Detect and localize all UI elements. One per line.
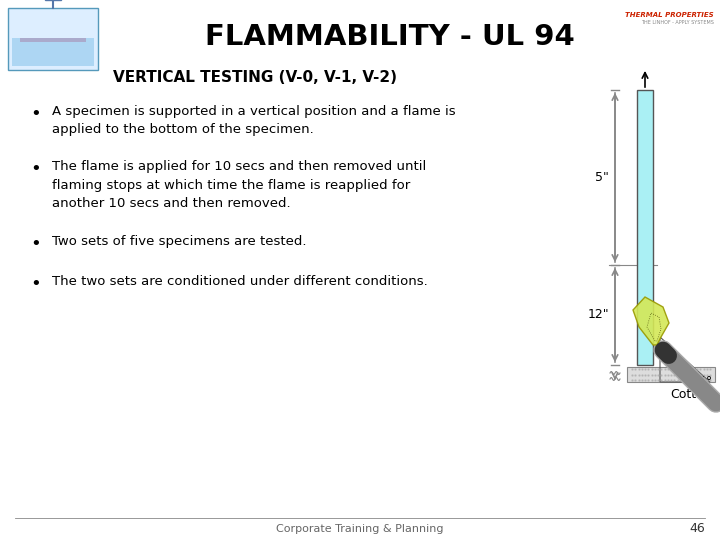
Text: FLAMMABILITY - UL 94: FLAMMABILITY - UL 94 (205, 23, 575, 51)
Text: •: • (30, 235, 41, 253)
Text: 46: 46 (689, 523, 705, 536)
Text: Corporate Training & Planning: Corporate Training & Planning (276, 524, 444, 534)
Bar (627, 367, 715, 382)
Text: Cotton: Cotton (670, 388, 712, 401)
Text: •: • (30, 275, 41, 293)
Text: The two sets are conditioned under different conditions.: The two sets are conditioned under diffe… (52, 275, 428, 288)
Text: 12": 12" (588, 308, 609, 321)
Polygon shape (633, 297, 669, 345)
Text: THERMAL PROPERTIES: THERMAL PROPERTIES (626, 12, 714, 18)
Text: 5": 5" (595, 171, 609, 184)
Bar (8, 8, 98, 70)
Bar (12, 38, 94, 66)
Text: 45°: 45° (690, 375, 712, 388)
Text: A specimen is supported in a vertical position and a flame is
applied to the bot: A specimen is supported in a vertical po… (52, 105, 456, 137)
Bar (20, 38, 86, 42)
Text: The flame is applied for 10 secs and then removed until
flaming stops at which t: The flame is applied for 10 secs and the… (52, 160, 426, 210)
Bar (637, 90, 653, 365)
Text: •: • (30, 105, 41, 123)
Text: VERTICAL TESTING (V-0, V-1, V-2): VERTICAL TESTING (V-0, V-1, V-2) (113, 71, 397, 85)
Text: THE LINHOF - APPLY SYSTEMS: THE LINHOF - APPLY SYSTEMS (641, 20, 714, 25)
Text: Two sets of five specimens are tested.: Two sets of five specimens are tested. (52, 235, 307, 248)
Text: •: • (30, 160, 41, 178)
